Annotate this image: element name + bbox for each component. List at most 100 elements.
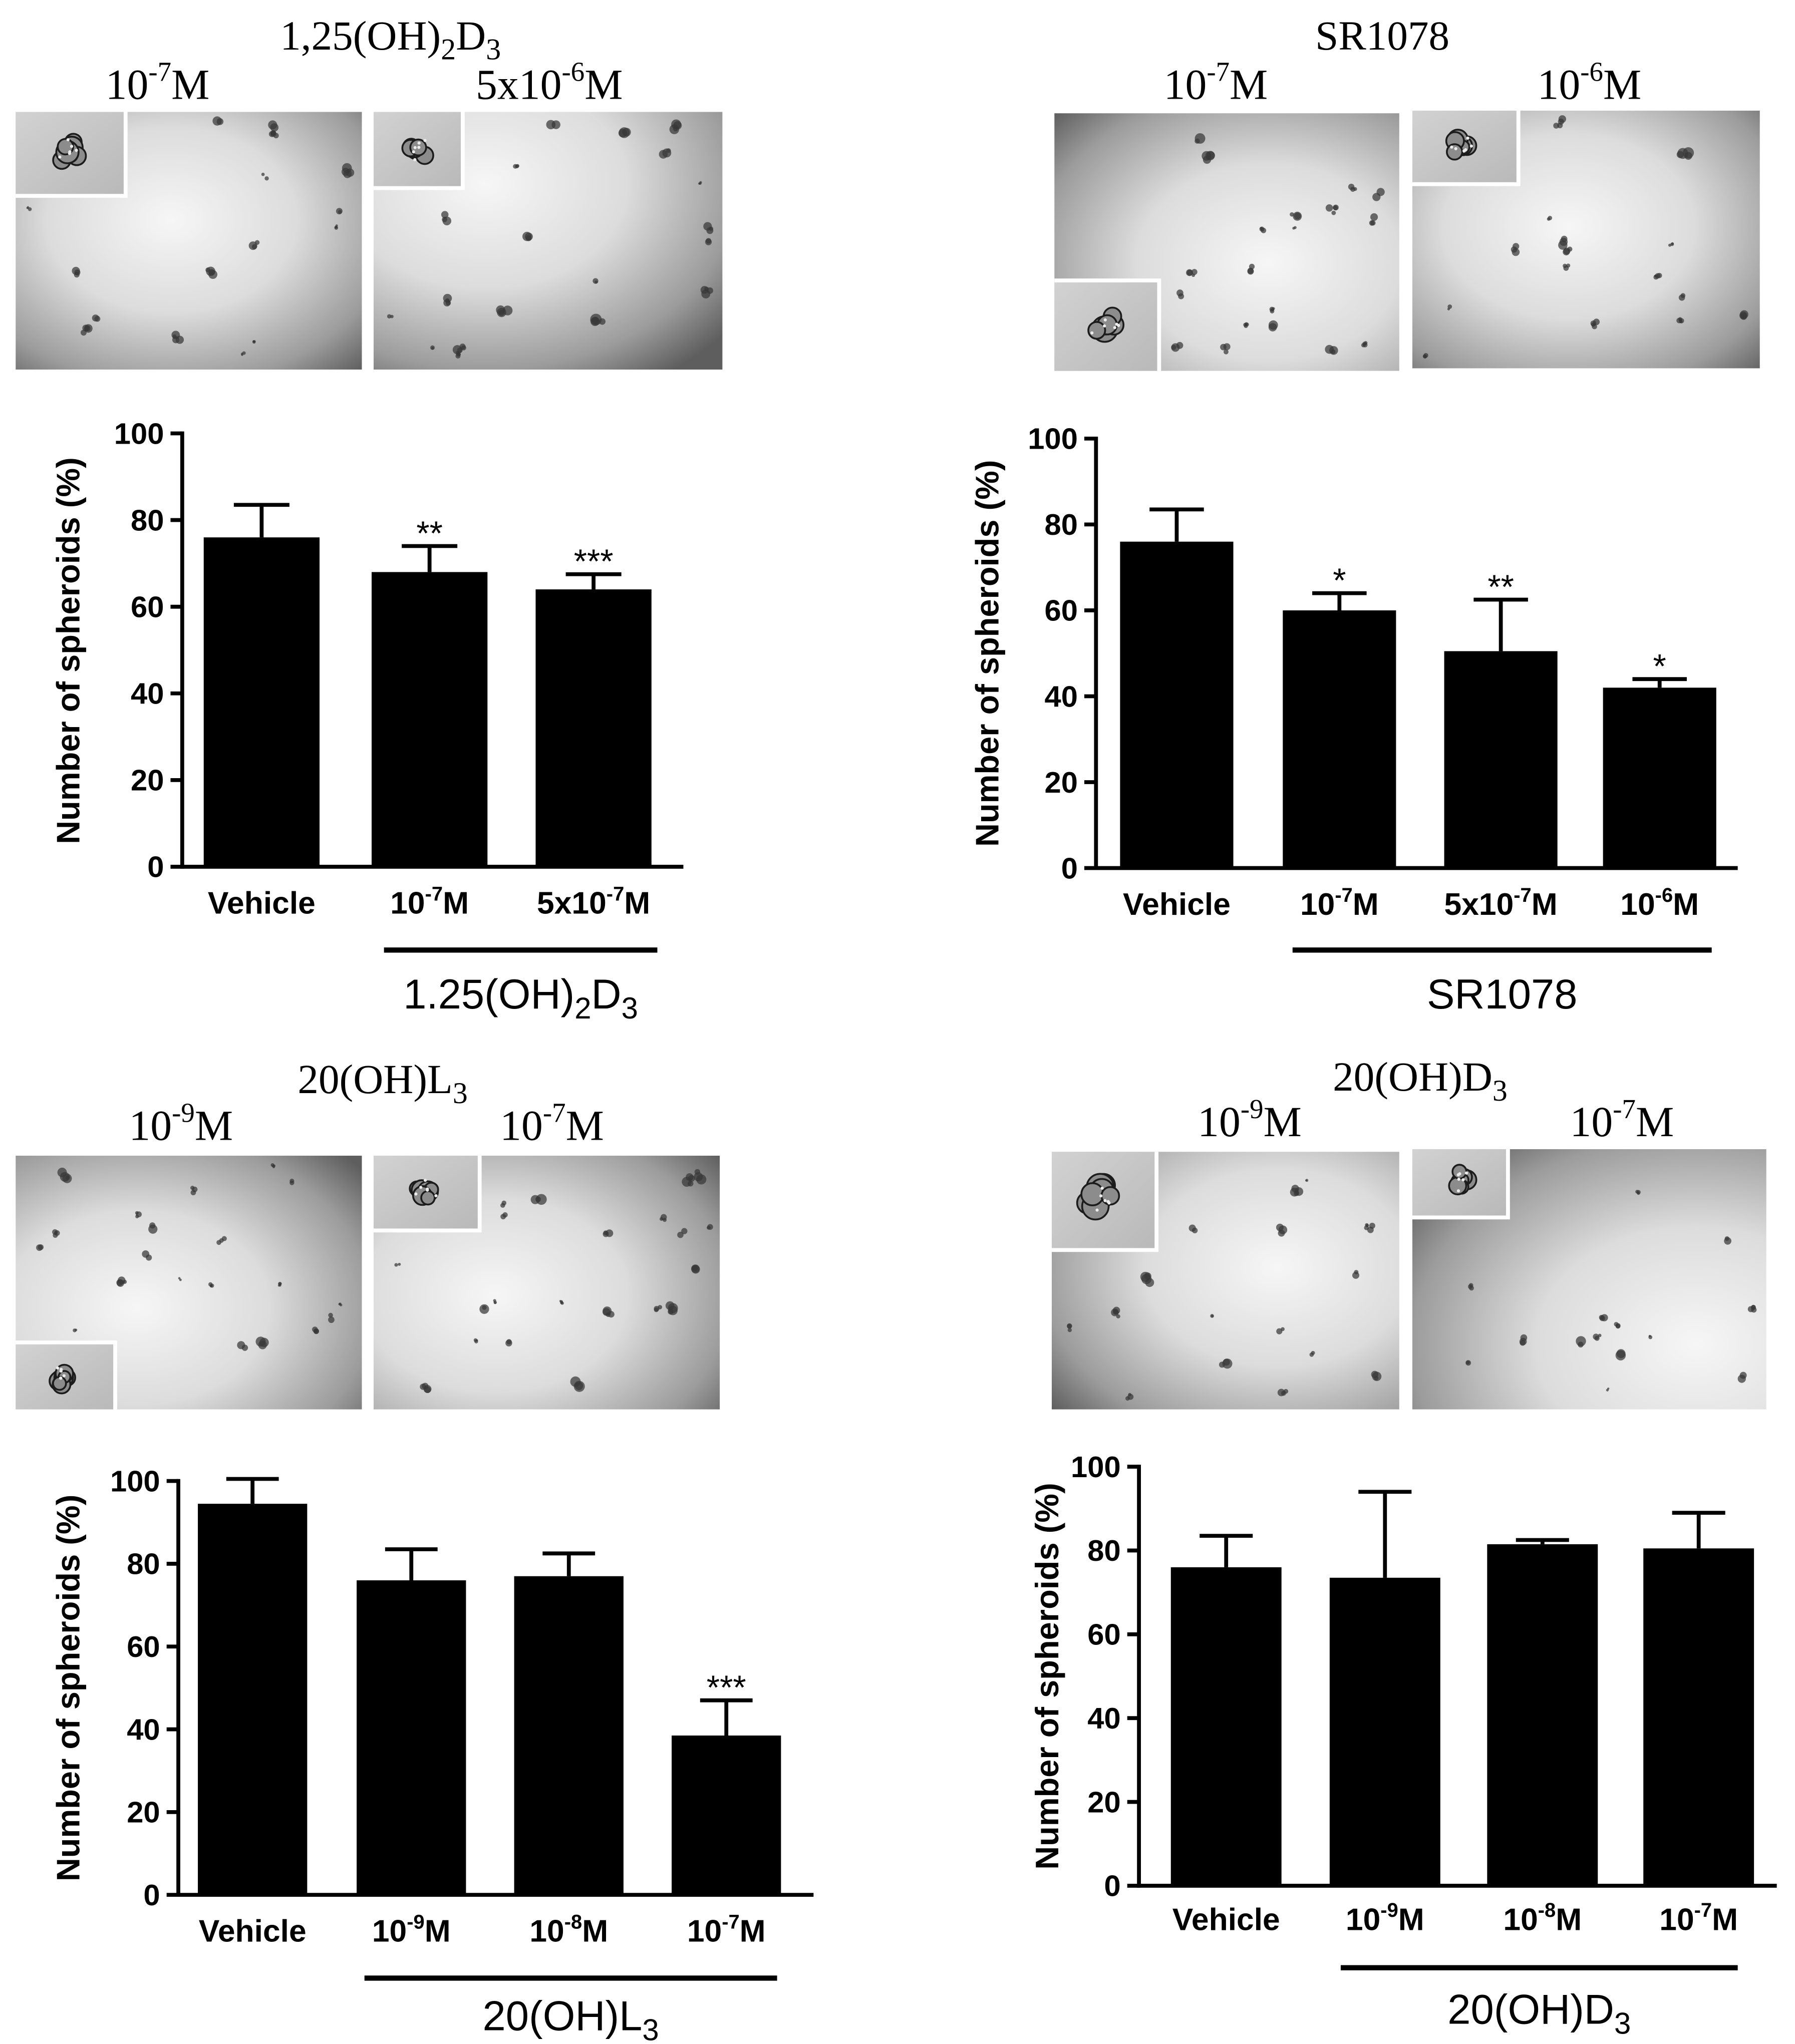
blob-particle <box>36 1244 43 1251</box>
spheroid-highlight <box>59 1370 63 1373</box>
bar <box>1170 1567 1282 1886</box>
spheroid-highlight <box>1103 1199 1107 1202</box>
spheroid-blob <box>1290 1185 1304 1197</box>
bar <box>198 1504 308 1895</box>
spheroid-blob <box>336 208 343 215</box>
spheroid-blob <box>1563 246 1573 256</box>
x-tick-label-segment: 10 <box>372 1914 407 1949</box>
blob-particle <box>52 1229 58 1235</box>
panel-title-segment: SR1078 <box>1315 13 1449 59</box>
blob-particle <box>1329 346 1338 355</box>
concentration-label-segment: 10 <box>1570 1098 1613 1146</box>
blob-particle <box>92 314 99 322</box>
blob-particle <box>590 317 600 326</box>
blob-particle <box>688 1175 695 1182</box>
spheroid-blob <box>1648 1334 1653 1339</box>
treatment-group-label-segment: SR1078 <box>1427 971 1578 1017</box>
blob-particle <box>335 226 337 229</box>
blob-particle <box>1220 344 1227 351</box>
spheroid-blob <box>669 119 682 134</box>
concentration-label: 10-7M <box>500 1098 604 1150</box>
spheroid-blob <box>1243 322 1249 328</box>
spheroid-highlight <box>75 149 78 152</box>
bar <box>535 589 652 867</box>
treatment-group-label-segment: 1.25(OH) <box>403 971 574 1017</box>
spheroid-blob <box>1724 1236 1732 1245</box>
blob-particle <box>84 325 91 331</box>
spheroid-blob <box>36 1244 44 1251</box>
spheroid-blob <box>677 1228 688 1238</box>
x-tick-label-segment: -7 <box>1335 884 1352 906</box>
panel-title: 20(OH)D3 <box>1333 1054 1508 1107</box>
blob-particle <box>289 1178 294 1183</box>
spheroid-blob <box>1599 1314 1608 1321</box>
y-tick-label: 20 <box>1087 1785 1120 1819</box>
blob-particle <box>1277 1389 1285 1397</box>
concentration-label-segment: 10 <box>106 61 149 109</box>
spheroid-highlight <box>1099 1194 1103 1198</box>
x-tick-label-segment: M <box>1532 887 1558 922</box>
blob-particle <box>390 314 394 318</box>
blob-particle <box>443 299 451 307</box>
spheroid-blob <box>1269 306 1275 313</box>
panel-title: 20(OH)L3 <box>297 1056 467 1110</box>
x-tick-label-segment: -7 <box>722 1911 739 1933</box>
spheroid-highlight <box>434 1194 438 1198</box>
concentration-label: 10-9M <box>1198 1094 1302 1146</box>
y-tick-label: 40 <box>1087 1701 1120 1735</box>
bar <box>357 1580 466 1895</box>
x-tick-label-segment: M <box>1712 1902 1738 1937</box>
concentration-label-segment: -7 <box>148 57 171 87</box>
spheroid-blob <box>1676 147 1694 160</box>
blob-particle <box>241 1344 248 1351</box>
spheroid-blob <box>1422 353 1428 359</box>
spheroid-blob <box>255 1336 269 1349</box>
x-tick-label-segment: -8 <box>564 1911 582 1933</box>
spheroid-blob <box>500 1212 508 1220</box>
spheroid-closeup <box>49 1364 76 1395</box>
blob-particle <box>1607 1387 1610 1390</box>
blob-particle <box>206 266 216 276</box>
blob-particle <box>704 286 709 291</box>
blob-particle <box>1563 263 1567 268</box>
blob-particle <box>241 354 243 356</box>
spheroid-blob <box>1186 269 1198 276</box>
blob-particle <box>1191 1227 1198 1234</box>
error-bar <box>1672 1511 1725 1549</box>
spheroid-highlight <box>417 146 421 149</box>
blob-particle <box>1680 293 1686 298</box>
bar <box>514 1576 624 1895</box>
spheroid-blob <box>1309 1350 1315 1357</box>
blob-particle <box>210 1283 214 1288</box>
concentration-label-segment: M <box>584 61 623 109</box>
spheroid-blob <box>1202 151 1215 164</box>
spheroid-blob <box>1361 341 1368 348</box>
spheroid-cell <box>1451 1164 1467 1180</box>
spheroid-blob <box>441 211 452 225</box>
y-axis-label: Number of spheroids (%) <box>50 1495 87 1881</box>
x-tick-label-segment: 5x10 <box>537 886 607 921</box>
spheroid-blob <box>1220 343 1231 355</box>
blob-particle <box>603 1231 609 1237</box>
blob-particle <box>1294 1187 1304 1196</box>
concentration-label-segment: M <box>1264 1098 1302 1146</box>
spheroid-blob <box>513 164 519 169</box>
spheroid-blob <box>252 340 256 344</box>
spheroid-blob <box>1553 115 1567 129</box>
spheroid-blob <box>334 224 339 230</box>
spheroid-cell <box>1087 321 1106 340</box>
x-tick-label: 10-7M <box>1300 884 1379 922</box>
spheroid-blob <box>135 1211 142 1219</box>
x-tick-label-segment: M <box>624 886 650 921</box>
spheroid-blob <box>92 314 101 322</box>
blob-particle <box>677 1231 684 1238</box>
significance-marker: ** <box>416 515 443 552</box>
spheroid-blob <box>618 127 631 138</box>
blob-particle <box>146 1254 152 1261</box>
y-tick-label: 0 <box>147 850 164 884</box>
spheroid-blob <box>703 222 714 234</box>
blob-particle <box>1333 204 1339 211</box>
